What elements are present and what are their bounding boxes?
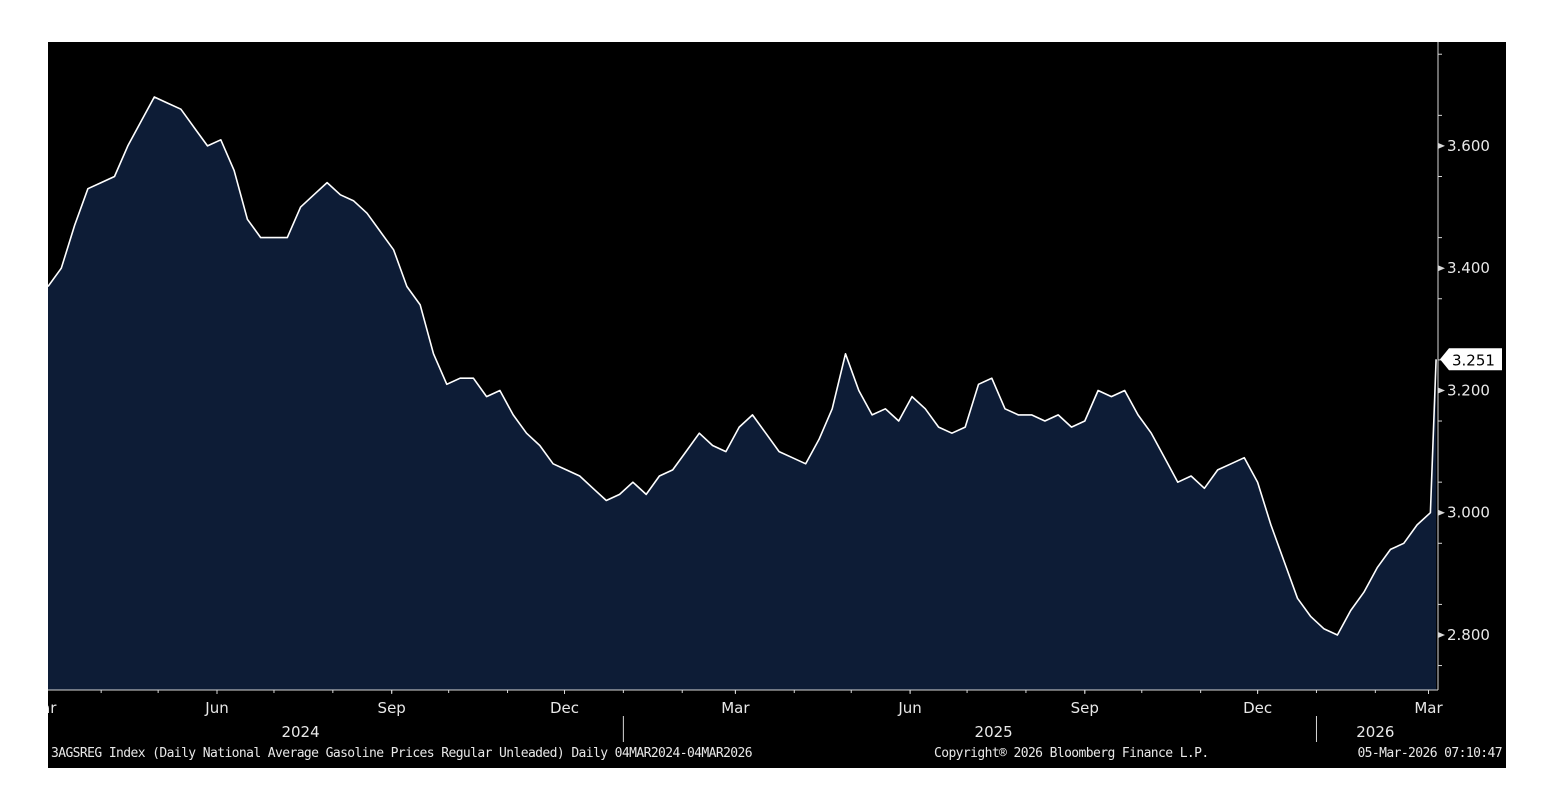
price-area-fill <box>48 97 1437 690</box>
x-month-label: Jun <box>897 699 921 717</box>
chart-timestamp: 05-Mar-2026 07:10:47 <box>1357 746 1502 761</box>
x-month-label: Mar <box>1414 699 1443 717</box>
x-month-label: Sep <box>1071 699 1099 717</box>
last-value-label: 3.251 <box>1452 351 1495 369</box>
x-month-label: Mar <box>48 699 57 717</box>
x-month-label: Dec <box>550 699 579 717</box>
y-tick-label: 3.600 <box>1447 137 1490 155</box>
y-tick-label: 3.400 <box>1447 259 1490 277</box>
last-value-tag <box>1440 348 1502 371</box>
x-year-label: 2026 <box>1356 723 1394 741</box>
x-month-label: Jun <box>204 699 228 717</box>
y-tick-mark <box>1438 142 1445 149</box>
x-year-label: 2024 <box>281 723 319 741</box>
chart-description: 3AGSREG Index (Daily National Average Ga… <box>51 746 753 761</box>
y-tick-label: 3.000 <box>1447 504 1490 522</box>
bloomberg-chart-panel: 3.600 3.400 3.200 3.000 2.800 3.251 Mar Jun Sep D… <box>48 42 1506 768</box>
y-tick-mark <box>1438 387 1445 394</box>
x-month-label: Mar <box>721 699 750 717</box>
y-tick-label: 2.800 <box>1447 626 1490 644</box>
x-month-label: Dec <box>1243 699 1272 717</box>
x-month-label: Sep <box>378 699 406 717</box>
y-tick-mark <box>1438 509 1445 516</box>
y-tick-mark <box>1438 265 1445 272</box>
x-year-label: 2025 <box>975 723 1013 741</box>
y-tick-label: 3.200 <box>1447 381 1490 399</box>
gasoline-price-chart: 3.600 3.400 3.200 3.000 2.800 3.251 Mar Jun Sep D… <box>48 42 1502 742</box>
price-line <box>48 96 1437 636</box>
y-tick-mark <box>1438 631 1445 638</box>
copyright-notice: Copyright® 2026 Bloomberg Finance L.P. <box>934 746 1209 761</box>
